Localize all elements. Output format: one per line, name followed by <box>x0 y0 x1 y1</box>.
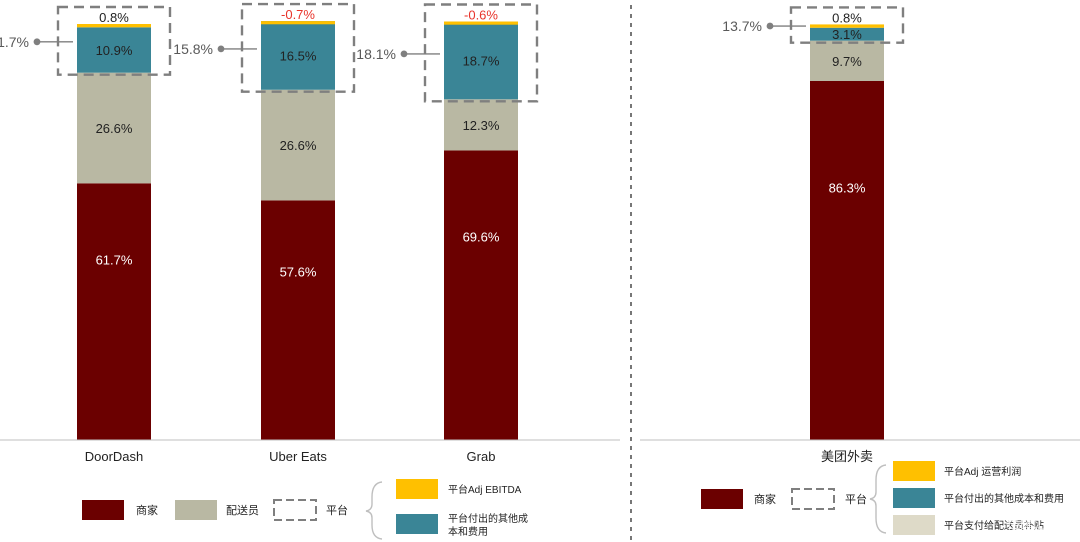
platform-total-label-3: 13.7% <box>722 18 762 34</box>
legend-right-brace <box>869 464 887 534</box>
value-label-merchant-0: 61.7% <box>96 252 133 267</box>
legend-left: 商家 配送员 平台 平台Adj EBITDA 平台付出的其他成 本和费用 <box>82 479 528 540</box>
legend-right-ebitda-swatch <box>893 461 935 481</box>
legend-left-rider-label: 配送员 <box>226 503 259 517</box>
bar-rider-0 <box>77 72 151 184</box>
bar-platform-ebitda-2 <box>444 21 518 25</box>
legend-left-platform-swatch <box>273 499 317 521</box>
value-labels-layer: 61.7% 26.6% 10.9% 0.8% 57.6% 26.6% 16.5% -0.7% 6… <box>96 7 866 279</box>
platform-frame-3 <box>789 6 905 44</box>
legend-right-ebitda-label: 平台Adj 运营利润 <box>944 465 1021 478</box>
x-tick-label-3: 美团外卖 <box>821 449 873 464</box>
value-label-platform-other-2: 18.7% <box>463 53 500 68</box>
bar-rider-1 <box>261 89 335 201</box>
platform-total-dot-2 <box>400 50 408 58</box>
value-label-merchant-1: 57.6% <box>280 264 317 279</box>
legend-right-merchant-label: 商家 <box>754 492 776 506</box>
legend-left-brace <box>365 481 383 540</box>
bar-rider-3 <box>810 40 884 81</box>
value-label-merchant-2: 69.6% <box>463 229 500 244</box>
platform-frame-0 <box>56 5 172 76</box>
value-label-rider-1: 26.6% <box>280 138 317 153</box>
legend-right-merchant-swatch <box>701 489 743 509</box>
x-tick-labels: DoorDash Uber Eats Grab 美团外卖 <box>85 449 873 464</box>
bar-platform-other-2 <box>444 21 518 100</box>
legend-left-merchant-label: 商家 <box>136 503 158 517</box>
bar-merchant-1 <box>261 200 335 440</box>
value-label-platform-other-3: 3.1% <box>832 27 862 42</box>
bar-platform-ebitda-1 <box>261 21 335 25</box>
platform-frame-1 <box>240 2 356 93</box>
x-tick-label-0: DoorDash <box>85 449 144 464</box>
platform-frames-layer: 11.7% 15.8% 18.1% 13.7% <box>0 2 905 103</box>
legend-left-ebitda-swatch <box>396 479 438 499</box>
legend-right-other-swatch <box>893 488 935 508</box>
x-tick-label-1: Uber Eats <box>269 449 327 464</box>
legend-left-ebitda-label: 平台Adj EBITDA <box>448 483 522 496</box>
legend-right-platform-label: 平台 <box>845 492 867 506</box>
bar-merchant-3 <box>810 80 884 440</box>
bar-platform-ebitda-0 <box>77 24 151 28</box>
value-label-rider-2: 12.3% <box>463 118 500 133</box>
platform-total-dot-3 <box>766 22 774 30</box>
bar-platform-other-0 <box>77 27 151 73</box>
legend-left-other-label-line2: 本和费用 <box>448 525 488 538</box>
platform-total-label-2: 18.1% <box>356 46 396 62</box>
x-tick-label-2: Grab <box>467 449 496 464</box>
legend-right-subsidy-swatch <box>893 515 935 535</box>
value-label-platform-ebitda-0: 0.8% <box>99 10 129 25</box>
value-label-platform-ebitda-3: 0.8% <box>832 10 862 25</box>
platform-total-dot-1 <box>217 45 225 53</box>
value-label-platform-other-1: 16.5% <box>280 48 317 63</box>
value-label-merchant-3: 86.3% <box>829 181 866 196</box>
platform-frame-2 <box>423 3 539 103</box>
legend-left-other-label-line1: 平台付出的其他成 <box>448 512 528 525</box>
bars-layer <box>77 21 884 441</box>
watermark-text: 格隆汇 <box>1006 516 1048 532</box>
bar-rider-2 <box>444 99 518 151</box>
bar-platform-ebitda-3 <box>810 24 884 28</box>
value-label-platform-ebitda-1: -0.7% <box>281 7 315 22</box>
legend-left-other-swatch <box>396 514 438 534</box>
bar-platform-other-3 <box>810 27 884 41</box>
legend-right-platform-swatch <box>791 488 835 510</box>
value-label-rider-0: 26.6% <box>96 121 133 136</box>
value-label-platform-ebitda-2: -0.6% <box>464 8 498 23</box>
legend-right-subsidy-label: 平台支付给配送员补贴 <box>944 519 1044 532</box>
platform-total-dot-0 <box>33 38 41 46</box>
value-label-rider-3: 9.7% <box>832 54 862 69</box>
bar-platform-other-1 <box>261 21 335 90</box>
legend-left-rider-swatch <box>175 500 217 520</box>
legend-left-platform-label: 平台 <box>326 503 348 517</box>
legend-right-other-label: 平台付出的其他成本和费用 <box>944 492 1064 505</box>
bar-merchant-2 <box>444 150 518 441</box>
legend-left-merchant-swatch <box>82 500 124 520</box>
bar-merchant-0 <box>77 183 151 440</box>
value-label-platform-other-0: 10.9% <box>96 43 133 58</box>
legend-right: 商家 平台 平台Adj 运营利润 平台付出的其他成本和费用 平台支付给配送员补贴 <box>701 461 1064 535</box>
platform-total-label-0: 11.7% <box>0 34 29 50</box>
platform-total-label-1: 15.8% <box>173 41 213 57</box>
